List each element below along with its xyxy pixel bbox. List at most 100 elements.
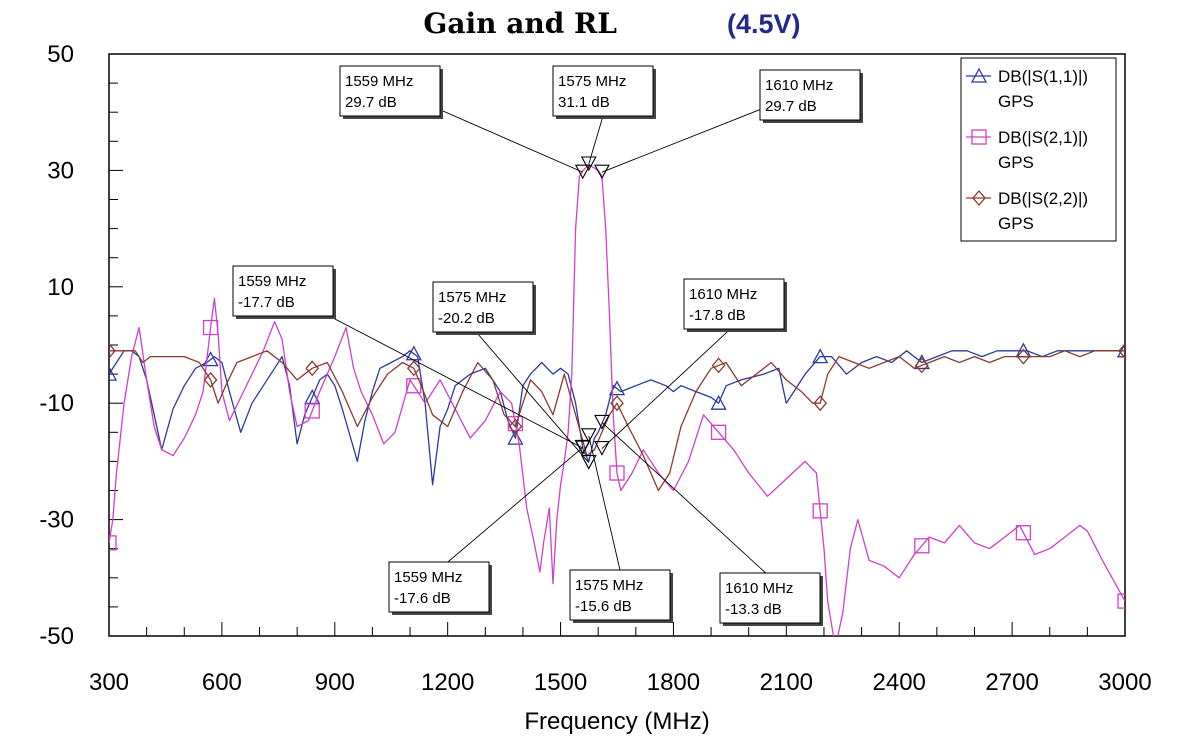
series-2	[109, 163, 1125, 636]
annotation-frame	[719, 572, 821, 624]
series-marker	[1117, 593, 1125, 609]
annotation-freq: 1559 MHz	[345, 73, 413, 90]
series-line	[109, 163, 1125, 636]
annotation-freq: 1610 MHz	[725, 580, 793, 597]
series-marker	[914, 538, 930, 554]
annotations: 1559 MHz 29.7 dB 1575 MHz 31.1 dB 1610 MHz 29…	[232, 65, 863, 626]
x-tick-label: 2700	[985, 669, 1038, 696]
annotation-freq: 1610 MHz	[765, 77, 833, 94]
series-marker	[507, 429, 524, 445]
annotation-marker	[580, 455, 597, 470]
annotation-value: 31.1 dB	[558, 94, 610, 111]
annotation-box: 1610 MHz 29.7 dB	[759, 69, 863, 123]
annotation-frame	[683, 278, 785, 330]
x-tick-label: 3000	[1098, 669, 1151, 696]
legend-swatch-marker	[971, 129, 987, 145]
series-marker	[812, 503, 828, 519]
series-line	[109, 350, 1125, 486]
annotation-value: -13.3 dB	[725, 601, 782, 618]
y-tick-label: 10	[47, 274, 74, 301]
series-marker	[812, 348, 829, 364]
legend-entry-sub: GPS	[998, 214, 1034, 233]
annotation-value: 29.7 dB	[345, 94, 397, 111]
x-tick-label: 2100	[760, 669, 813, 696]
series-marker	[914, 357, 929, 374]
x-tick-label: 1200	[421, 669, 474, 696]
series-marker	[710, 424, 727, 440]
series-marker	[304, 403, 320, 419]
x-tick-label: 900	[315, 669, 355, 696]
chart-subtitle-text: (4.5V)	[727, 9, 801, 39]
legend-entry-name: DB(|S(2,1)|)	[998, 128, 1088, 147]
x-axis-label: Frequency (MHz)	[524, 708, 709, 735]
plot-area	[108, 53, 1126, 637]
legend-swatch-marker	[972, 190, 986, 206]
series-layer	[109, 163, 1125, 636]
annotation-leader	[588, 115, 604, 165]
annotation-marker	[594, 441, 610, 456]
x-tick-label: 2400	[873, 669, 926, 696]
y-tick-label: -50	[39, 623, 74, 650]
series-marker	[710, 394, 727, 410]
y-tick-label: -10	[39, 390, 74, 417]
y-tick-label: 30	[47, 157, 74, 184]
chart-title: Gain and RL (4.5V)	[423, 7, 800, 40]
series-marker	[202, 319, 219, 336]
series-3	[109, 342, 1125, 492]
series-marker	[508, 418, 523, 435]
annotation-value: -17.7 dB	[238, 294, 295, 311]
annotation-frame	[432, 281, 534, 333]
annotation-box: 1575 MHz -20.2 dB	[432, 281, 536, 335]
series-marker	[608, 380, 626, 396]
annotation-freq: 1575 MHz	[558, 73, 626, 90]
x-tick-labels: 300 600 900 1200 1500 1800 2100 2400 2700 3000	[89, 669, 1152, 696]
series-marker	[609, 465, 625, 481]
annotation-freq: 1610 MHz	[689, 286, 757, 303]
annotation-box: 1559 MHz -17.7 dB	[232, 265, 336, 319]
y-tick-label: -30	[39, 507, 74, 534]
annotation-freq: 1559 MHz	[394, 569, 462, 586]
annotation-frame	[232, 265, 334, 317]
series-marker	[813, 395, 828, 412]
annotation-leader	[588, 435, 621, 571]
annotation-box: 1610 MHz -17.8 dB	[683, 278, 787, 332]
annotation-value: -17.6 dB	[394, 590, 451, 607]
annotation-marker	[594, 414, 610, 430]
annotation-marker	[580, 428, 597, 443]
annotation-box: 1559 MHz 29.7 dB	[339, 65, 443, 119]
series-marker	[109, 342, 116, 359]
series-marker	[1015, 525, 1032, 541]
annotation-freq: 1559 MHz	[238, 273, 306, 290]
y-tick-labels: -50 -30 -10 10 30 50	[39, 41, 74, 650]
series-line	[109, 350, 1125, 492]
series-marker	[610, 395, 624, 412]
x-tick-label: 1500	[534, 669, 587, 696]
series-marker	[1118, 342, 1125, 359]
annotation-frame	[339, 65, 441, 117]
annotation-frame	[388, 561, 490, 613]
series-marker	[109, 365, 118, 381]
annotation-freq: 1575 MHz	[575, 577, 643, 594]
annotation-freq: 1575 MHz	[438, 289, 506, 306]
series-marker	[507, 415, 524, 432]
annotation-box: 1559 MHz -17.6 dB	[388, 561, 492, 615]
annotation-value: -20.2 dB	[438, 310, 495, 327]
series-marker	[1016, 348, 1031, 365]
legend-entry-name: DB(|S(1,1)|)	[998, 67, 1088, 86]
legend-swatch-marker	[970, 67, 988, 83]
series-marker	[305, 360, 320, 377]
annotation-marker	[594, 164, 610, 180]
annotation-box: 1575 MHz 31.1 dB	[552, 65, 656, 119]
annotation-frame	[552, 65, 654, 117]
series-marker	[109, 535, 117, 551]
x-tick-label: 600	[202, 669, 242, 696]
series-marker	[711, 357, 726, 374]
chart-title-text: Gain and RL	[423, 7, 617, 40]
annotation-frame	[569, 569, 671, 621]
annotation-marker	[574, 164, 591, 180]
annotation-box: 1575 MHz -15.6 dB	[569, 569, 673, 623]
legend: DB(|S(1,1)|) GPS DB(|S(2,1)|) GPS DB(|S(2,2)…	[960, 57, 1117, 242]
annotation-marker	[580, 156, 597, 172]
annotation-frame	[759, 69, 861, 121]
